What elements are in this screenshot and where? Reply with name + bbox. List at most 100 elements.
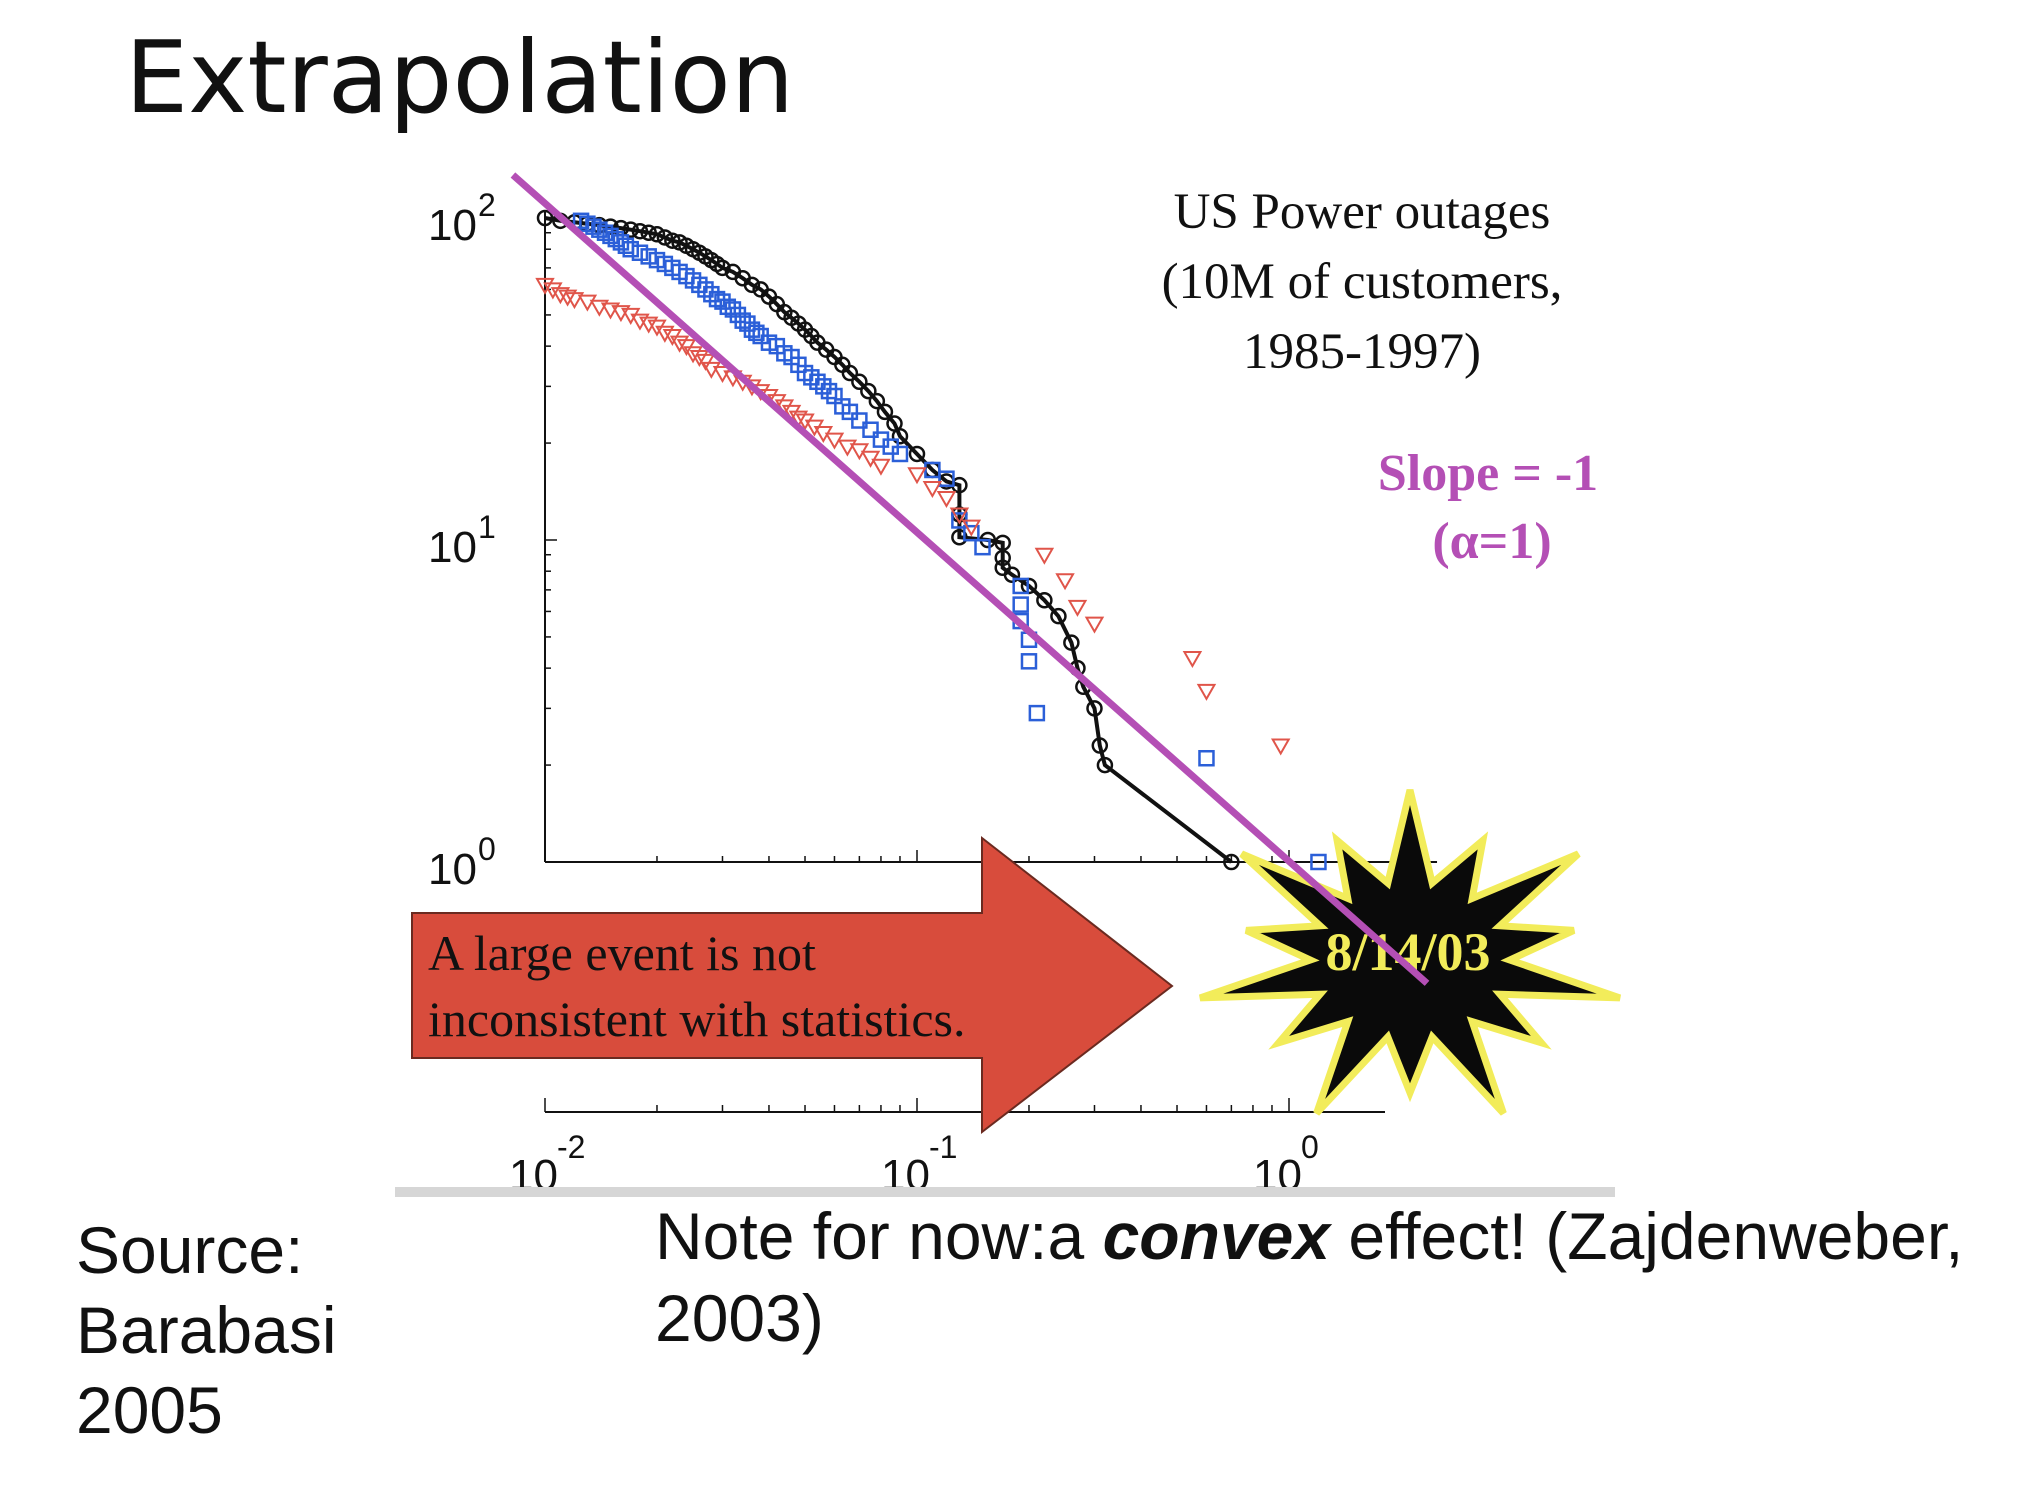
- slope-label: Slope = -1: [1378, 445, 1598, 502]
- y-tick-label-exponent: 2: [478, 187, 496, 223]
- starburst-shape: [1198, 789, 1622, 1116]
- data-point-triangle: [589, 299, 610, 317]
- data-point-circle: [951, 528, 968, 546]
- data-point-square: [1020, 653, 1038, 670]
- data-point-circle: [743, 276, 761, 294]
- data-point-circle: [664, 232, 681, 249]
- data-point-circle: [841, 364, 859, 382]
- data-point-triangle: [1182, 651, 1203, 669]
- data-point-square: [734, 312, 751, 329]
- data-point-square: [891, 445, 909, 463]
- data-point-triangle: [961, 519, 982, 537]
- chart-title-line: US Power outages: [1174, 184, 1551, 240]
- chart-title: US Power outages (10M of customers, 1985…: [1162, 184, 1563, 380]
- data-point-triangle: [669, 335, 690, 353]
- data-point-triangle: [922, 481, 943, 499]
- data-point-circle: [714, 259, 731, 277]
- data-point-circle: [1223, 853, 1240, 871]
- x-tick-label-exponent: -1: [929, 1129, 957, 1165]
- data-point-circle: [631, 222, 649, 240]
- slide-title: Extrapolation: [125, 19, 795, 136]
- data-point-triangle: [557, 289, 578, 307]
- data-point-square: [938, 470, 955, 487]
- chart-title-line: 1985-1997): [1243, 324, 1481, 380]
- data-point-circle: [994, 549, 1011, 567]
- data-point-square: [820, 382, 838, 400]
- data-point-triangle: [871, 458, 891, 476]
- x-tick-label-exponent: 0: [1301, 1129, 1319, 1165]
- event-date-label: 8/14/03: [1325, 922, 1490, 982]
- y-tick-label-base: 10: [428, 845, 477, 894]
- data-point-triangle: [1055, 573, 1075, 591]
- data-point-triangle: [1270, 738, 1291, 756]
- series-triangle-down: [535, 277, 1291, 756]
- source-citation: Source: Barabasi 2005: [76, 1210, 337, 1450]
- data-point-square: [815, 378, 832, 395]
- data-point-square: [1028, 704, 1046, 722]
- arrow-text-line: A large event is not: [428, 925, 816, 981]
- data-point-circle: [1063, 634, 1080, 651]
- series-square: [572, 212, 1327, 871]
- source-line: Barabasi: [76, 1293, 337, 1367]
- data-point-square: [1012, 596, 1029, 613]
- fit-line: [510, 172, 1430, 986]
- alpha-label: (α=1): [1432, 513, 1551, 570]
- data-point-square: [748, 324, 765, 342]
- data-point-triangle: [550, 287, 571, 305]
- data-point-triangle: [638, 316, 659, 334]
- y-tick-label-exponent: 0: [478, 831, 496, 867]
- data-point-triangle: [907, 467, 927, 485]
- data-point-triangle: [655, 325, 675, 343]
- data-point-triangle: [1067, 599, 1088, 617]
- convex-note: Note for now:a convex effect! (Zajdenweb…: [655, 1195, 2025, 1359]
- data-point-circle: [1020, 577, 1038, 595]
- data-point-square: [924, 461, 941, 479]
- data-point-triangle: [564, 292, 585, 310]
- data-point-square: [631, 244, 649, 261]
- data-point-triangle: [949, 507, 970, 525]
- data-point-circle: [891, 427, 909, 445]
- data-point-circle: [908, 445, 926, 463]
- chart-title-line: (10M of customers,: [1162, 254, 1563, 310]
- data-point-circle: [536, 209, 554, 227]
- note-emphasis: convex: [1102, 1199, 1331, 1273]
- source-line: 2005: [76, 1373, 223, 1447]
- data-point-triangle: [788, 410, 809, 428]
- data-point-square: [1198, 749, 1215, 767]
- data-point-square: [974, 538, 991, 556]
- data-point-triangle: [543, 282, 563, 300]
- data-point-triangle: [1084, 616, 1105, 634]
- series-circle-line: [536, 209, 1240, 871]
- data-point-square: [622, 240, 639, 258]
- data-point-square: [1012, 577, 1029, 595]
- note-text-after: effect! (Zajdenweber, 2003): [655, 1199, 1964, 1355]
- x-tick-label-exponent: -2: [557, 1129, 585, 1165]
- data-point-circle: [876, 403, 894, 421]
- arrow-shape: [411, 835, 1174, 1135]
- data-point-square: [851, 412, 868, 429]
- y-tick-label-base: 10: [428, 523, 477, 572]
- data-point-circle: [1096, 756, 1114, 774]
- data-point-triangle: [1034, 547, 1055, 565]
- y-tick-label-exponent: 1: [478, 509, 496, 545]
- data-point-triangle: [621, 307, 641, 325]
- data-point-square: [963, 524, 980, 542]
- data-point-triangle: [535, 277, 555, 295]
- note-text-before: Note for now:a: [655, 1199, 1103, 1273]
- data-point-triangle: [781, 404, 802, 422]
- data-point-square: [1310, 853, 1327, 871]
- data-point-circle: [868, 392, 886, 410]
- slope-annotation: Slope = -1 (α=1): [1378, 445, 1598, 570]
- event-starburst: 8/14/03: [1198, 789, 1622, 1116]
- data-point-triangle: [936, 491, 957, 509]
- data-layer: [535, 209, 1327, 871]
- data-point-circle: [656, 229, 674, 246]
- data-point-circle: [1050, 607, 1067, 625]
- data-point-circle: [1003, 566, 1021, 583]
- data-point-square: [729, 306, 747, 324]
- data-point-circle: [648, 226, 666, 243]
- divider-bar: [395, 1187, 1615, 1197]
- data-point-triangle: [837, 439, 858, 457]
